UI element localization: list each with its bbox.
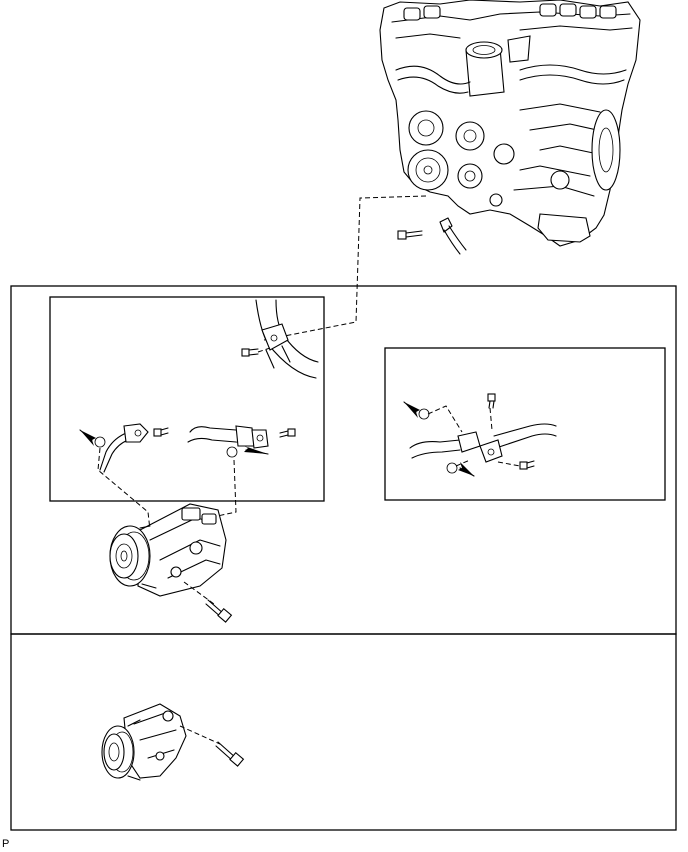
hose-fitting-bolt: [487, 393, 496, 409]
hose-bracket-bolt: [241, 348, 259, 357]
arrow-marker: [458, 462, 475, 477]
o-ring: [226, 446, 238, 458]
liquid-tube: [479, 423, 557, 463]
suction-hose: [409, 431, 481, 459]
left-inset-frame: [49, 296, 325, 502]
discharge-tube: [99, 423, 149, 473]
engine-assembly: [379, 0, 641, 255]
step-2-frame: [10, 633, 677, 831]
step-1-frame: [10, 285, 677, 635]
compressor-mounting-bolt: [205, 599, 233, 623]
arrow-marker: [244, 446, 269, 455]
discharge-hose-bracket: [255, 299, 319, 379]
liquid-tube-bolt: [519, 460, 535, 470]
o-ring: [418, 408, 430, 420]
bracket-mounting-bolt: [215, 741, 245, 767]
leader-line: [263, 195, 427, 341]
o-ring: [446, 462, 458, 474]
right-inset-frame: [384, 347, 666, 501]
arrow-marker: [79, 429, 96, 446]
compressor: [109, 503, 227, 597]
o-ring: [94, 436, 106, 448]
discharge-tube-bolt: [153, 427, 169, 437]
figure-corner-label: P: [2, 838, 10, 850]
suction-tube: [187, 425, 269, 449]
engine-bracket-bolt: [397, 230, 423, 240]
compressor-bracket: [101, 703, 187, 781]
arrow-marker: [403, 401, 420, 418]
suction-tube-bolt: [279, 428, 296, 438]
